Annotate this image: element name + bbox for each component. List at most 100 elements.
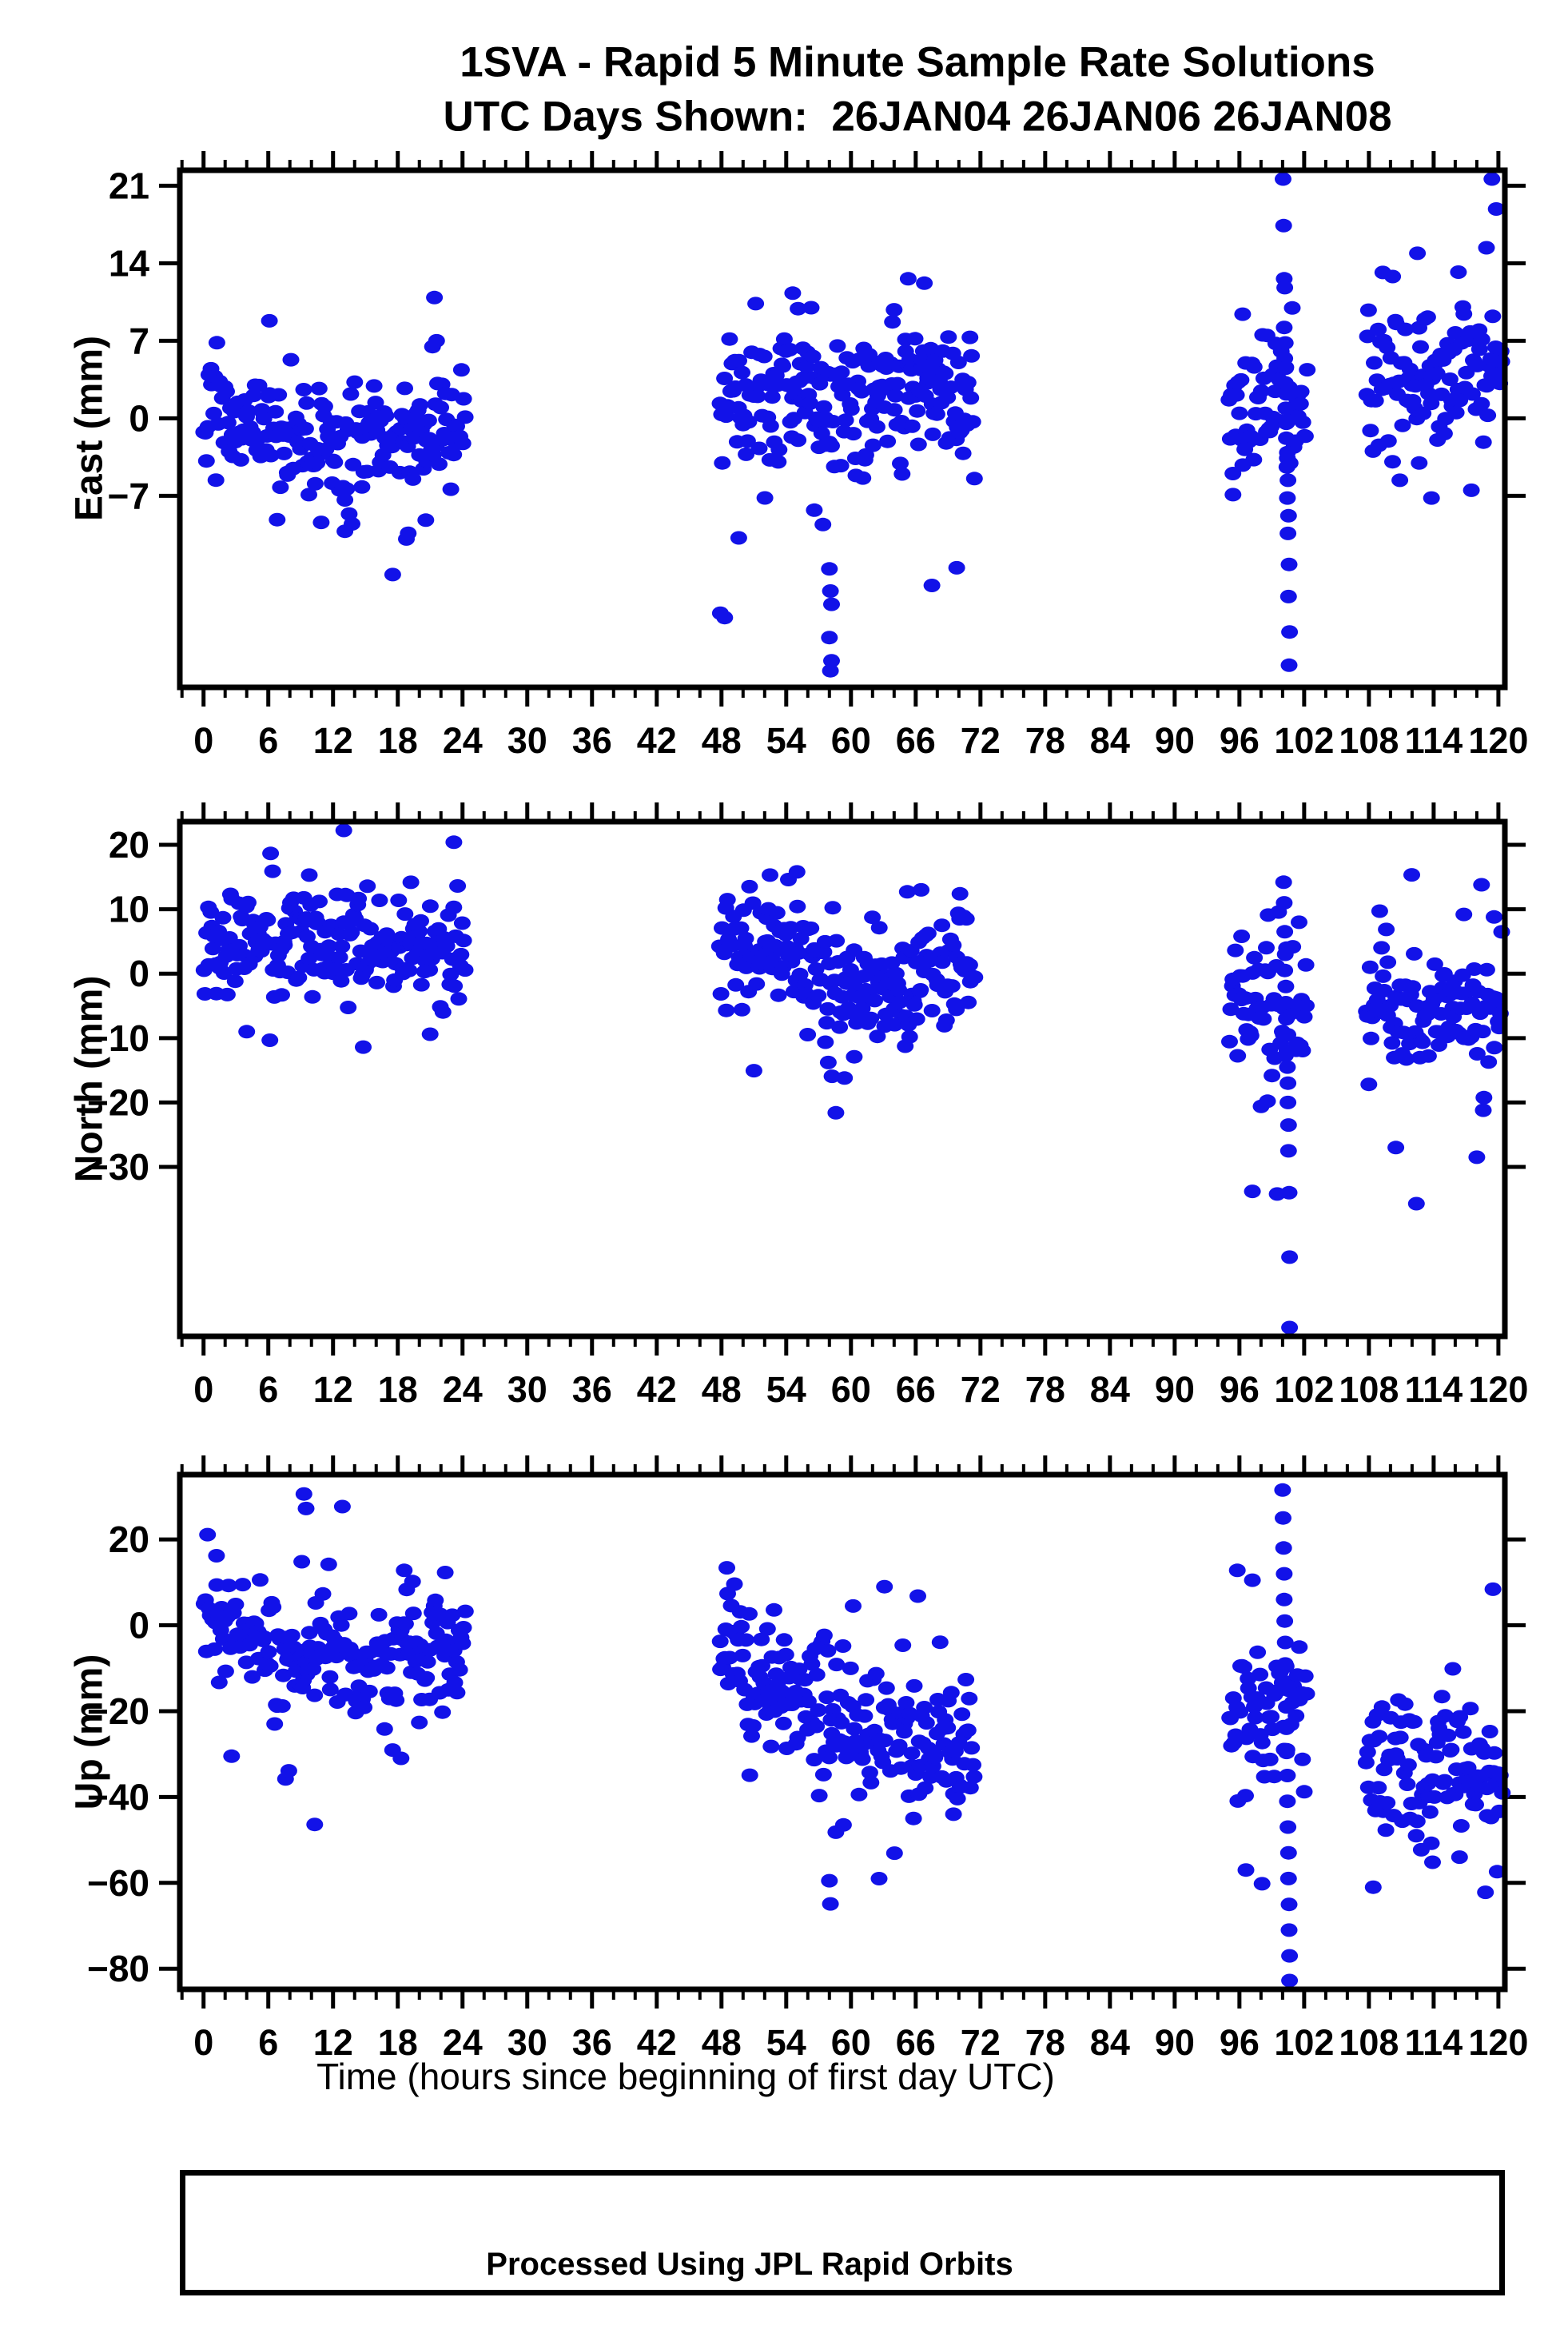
y-tick-label: 7	[129, 320, 149, 361]
x-tick-label: 90	[1155, 1369, 1195, 1410]
y-tick-labels-up: 20 0 −20 −40 −60 −80	[87, 1519, 149, 1989]
x-tick-label: 114	[1405, 2022, 1463, 2063]
panel-frame-up	[177, 1471, 1508, 1993]
y-tick-label: 0	[129, 397, 149, 439]
x-tick-label: 30	[507, 2022, 547, 2063]
x-tick-label: 78	[1025, 720, 1065, 761]
panel-north: 0 6 12 18 24 30 36 42 48 54 60 66 72 78 84 90 96 102 108 11…	[87, 802, 1528, 1410]
x-tick-label: 6	[258, 1369, 278, 1410]
x-tick-label: 66	[896, 1369, 936, 1410]
y-tick-label: 0	[129, 953, 149, 994]
x-tick-label: 60	[831, 1369, 871, 1410]
x-tick-label: 96	[1220, 2022, 1260, 2063]
x-tick-label: 12	[313, 1369, 353, 1410]
y-tick-label: 10	[109, 889, 149, 930]
x-tick-label: 30	[507, 720, 547, 761]
scatter-points-east	[195, 172, 1510, 678]
x-tick-label: 108	[1339, 720, 1399, 761]
x-tick-label: 42	[637, 1369, 677, 1410]
y-ticks-east	[159, 183, 1526, 498]
x-tick-label: 6	[258, 720, 278, 761]
x-tick-label: 48	[702, 720, 742, 761]
y-tick-label: −60	[87, 1862, 149, 1904]
x-tick-label: 66	[896, 2022, 936, 2063]
x-tick-label: 12	[313, 720, 353, 761]
y-tick-label: 20	[109, 824, 149, 866]
x-tick-label: 72	[961, 720, 1001, 761]
x-tick-label: 60	[831, 2022, 871, 2063]
x-tick-label: 78	[1025, 2022, 1065, 2063]
y-tick-label: −20	[87, 1690, 149, 1732]
y-tick-labels-north: 20 10 0 −10 −20 −30	[87, 824, 149, 1188]
x-tick-labels-north: 0 6 12 18 24 30 36 42 48 54 60 66 72 78 84 90 96 102 108 11…	[193, 1369, 1528, 1410]
footer-box	[180, 2170, 1505, 2295]
x-tick-label: 96	[1220, 720, 1260, 761]
x-tick-label: 24	[443, 1369, 483, 1410]
x-tick-label: 84	[1090, 720, 1130, 761]
y-ticks-north	[159, 842, 1526, 1169]
page-title: 1SVA - Rapid 5 Minute Sample Rate Soluti…	[460, 38, 1375, 86]
x-tick-label: 36	[572, 720, 612, 761]
x-tick-label: 78	[1025, 1369, 1065, 1410]
x-tick-label: 54	[766, 2022, 806, 2063]
y-axis-label-east: East (mm)	[68, 335, 111, 522]
x-tick-label: 36	[572, 1369, 612, 1410]
footer-line-1: Processed Using JPL Rapid Orbits	[486, 2247, 1013, 2282]
y-tick-label: −80	[87, 1948, 149, 1989]
x-tick-label: 120	[1468, 720, 1528, 761]
y-tick-label: 14	[109, 242, 150, 284]
y-tick-label: −20	[87, 1081, 149, 1123]
y-tick-label: −30	[87, 1146, 149, 1188]
x-axis-label: Time (hours since beginning of first day…	[316, 2056, 1055, 2097]
x-tick-label: 108	[1339, 2022, 1399, 2063]
scatter-points-up	[195, 1483, 1511, 1988]
x-tick-label: 108	[1339, 1369, 1399, 1410]
x-tick-labels-up: 0 6 12 18 24 30 36 42 48 54 60 66 72 78 84 90 96 102 108 11…	[193, 2022, 1528, 2063]
x-tick-label: 102	[1274, 1369, 1334, 1410]
x-tick-label: 60	[831, 720, 871, 761]
x-tick-label: 42	[637, 720, 677, 761]
page-subtitle: UTC Days Shown: 26JAN04 26JAN06 26JAN08	[443, 93, 1392, 141]
x-ticks-east	[180, 151, 1501, 707]
x-tick-label: 0	[193, 720, 213, 761]
y-tick-label: −40	[87, 1776, 149, 1817]
x-tick-label: 18	[378, 720, 418, 761]
x-tick-label: 84	[1090, 1369, 1130, 1410]
y-tick-label: 21	[109, 165, 149, 206]
x-tick-label: 18	[378, 2022, 418, 2063]
x-tick-label: 114	[1405, 1369, 1463, 1410]
x-tick-label: 18	[378, 1369, 418, 1410]
x-tick-label: 96	[1220, 1369, 1260, 1410]
panel-frame-east	[177, 167, 1508, 691]
y-axis-label-up: Up (mm)	[68, 1654, 111, 1810]
x-tick-label: 6	[258, 2022, 278, 2063]
x-tick-label: 12	[313, 2022, 353, 2063]
panel-up: 0 6 12 18 24 30 36 42 48 54 60 66 72 78 84 90 96 102 108 11…	[87, 1455, 1528, 2063]
x-tick-label: 54	[766, 720, 806, 761]
x-tick-label: 102	[1274, 2022, 1334, 2063]
x-tick-labels-east: 0 6 12 18 24 30 36 42 48 54 60 66 72 78 84 90 96 102 108 11…	[193, 720, 1528, 761]
y-axis-label-north: North (mm)	[68, 975, 111, 1183]
x-tick-label: 120	[1468, 2022, 1528, 2063]
y-tick-labels-east: 21 14 7 0 −7	[108, 165, 150, 516]
scatter-points-north	[195, 823, 1510, 1335]
x-tick-label: 48	[702, 1369, 742, 1410]
panel-frame-north	[177, 818, 1508, 1340]
y-tick-label: −7	[108, 475, 149, 516]
x-tick-label: 102	[1274, 720, 1334, 761]
x-tick-label: 48	[702, 2022, 742, 2063]
footer-text: Processed Using JPL Rapid Orbits by the …	[477, 2176, 1022, 2345]
y-ticks-up	[159, 1537, 1526, 1971]
y-tick-label: 0	[129, 1605, 149, 1646]
x-tick-label: 90	[1155, 720, 1195, 761]
x-tick-label: 24	[443, 720, 483, 761]
x-tick-label: 120	[1468, 1369, 1528, 1410]
x-tick-label: 90	[1155, 2022, 1195, 2063]
x-tick-label: 72	[961, 2022, 1001, 2063]
x-tick-label: 30	[507, 1369, 547, 1410]
x-tick-label: 0	[193, 1369, 213, 1410]
x-tick-label: 66	[896, 720, 936, 761]
x-tick-label: 36	[572, 2022, 612, 2063]
